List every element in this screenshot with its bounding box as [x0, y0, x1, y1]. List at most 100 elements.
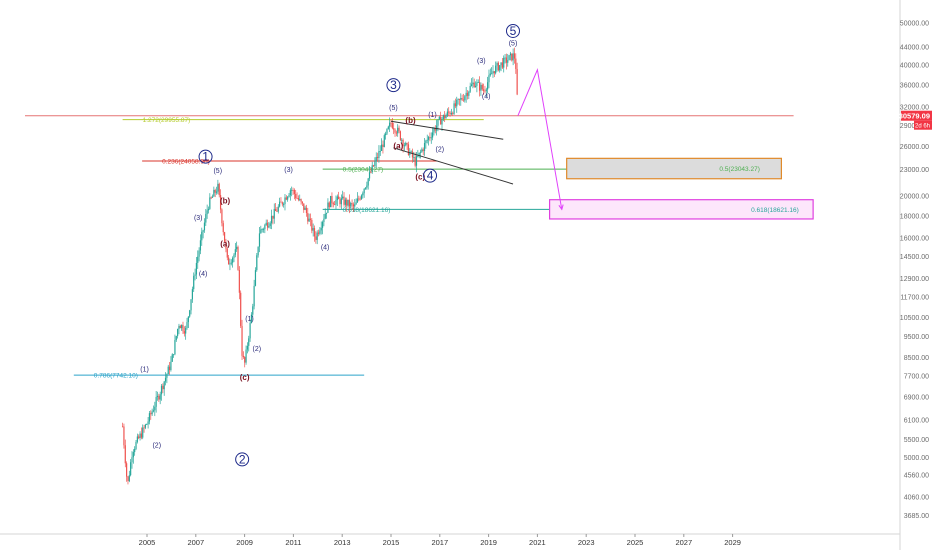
candle-body — [297, 198, 300, 200]
candle-body — [433, 128, 435, 133]
candle-body — [441, 118, 443, 125]
wave-circle — [235, 452, 250, 467]
candle-body — [304, 207, 306, 210]
candle-body — [395, 132, 397, 134]
candle-body — [225, 241, 227, 249]
candle-body — [181, 324, 183, 329]
candle-body — [387, 126, 389, 129]
candle-body — [445, 115, 447, 119]
candle-body — [185, 327, 187, 334]
candle-body — [399, 131, 401, 140]
wave-label-minor: (1) — [245, 316, 254, 323]
x-tick-label: 2005 — [139, 538, 156, 547]
candle-body — [434, 128, 436, 131]
candle-body — [258, 233, 261, 247]
candle-body — [123, 426, 125, 446]
x-tick-label: 2019 — [480, 538, 497, 547]
candle-body — [237, 246, 239, 270]
wave-label-corrective: (a) — [393, 142, 403, 151]
x-tick-label: 2027 — [675, 538, 692, 547]
candle-body — [348, 199, 350, 207]
candle-body — [488, 75, 490, 83]
candle-body — [300, 199, 302, 202]
candle-body — [194, 274, 196, 276]
wave-label-minor: (4) — [199, 271, 208, 278]
wave-labels: (1) (2) (3) (4) (5) (a) (b) (c) (1) (2) (3) (4) (5) (… — [140, 23, 520, 467]
candle-body — [248, 338, 250, 346]
wave-label-minor: (3) — [194, 215, 203, 222]
candle-body — [148, 413, 151, 422]
candle-body — [378, 151, 380, 158]
candle-body — [206, 210, 208, 215]
candle-body — [371, 165, 373, 173]
wave-label-corrective: (a) — [220, 239, 230, 248]
candle-body — [393, 128, 395, 130]
price-badge-value: 30579.09 — [899, 112, 930, 121]
y-tick-label: 23000.00 — [900, 167, 929, 174]
candle-body — [458, 99, 461, 100]
candle-body — [179, 325, 181, 329]
candle-body — [468, 91, 470, 96]
countdown-badge-value: 2d 6h — [915, 124, 930, 130]
candle-body — [270, 215, 273, 224]
candle-body — [511, 53, 513, 61]
candle-body — [269, 223, 271, 226]
candle-body — [485, 89, 487, 92]
candle-body — [182, 324, 184, 332]
candle-body — [346, 199, 348, 206]
candle-body — [303, 203, 305, 210]
candle-body — [379, 150, 381, 152]
candle-body — [374, 161, 376, 167]
candle-body — [160, 385, 163, 395]
candle-body — [507, 60, 509, 63]
candle-body — [457, 99, 459, 100]
candle-body — [257, 246, 259, 256]
candle-body — [367, 178, 369, 186]
candle-body — [448, 111, 450, 113]
candle-body — [316, 232, 318, 240]
candle-body — [134, 448, 136, 453]
candle-body — [354, 204, 356, 207]
y-tick-label: 6900.00 — [904, 394, 929, 401]
candle-body — [409, 152, 411, 156]
candle-body — [366, 185, 368, 188]
candle-body — [363, 188, 365, 194]
candle-body — [284, 197, 286, 205]
x-tick-label: 2007 — [187, 538, 204, 547]
candle-body — [325, 212, 328, 214]
candle-body — [350, 203, 352, 207]
candle-body — [162, 385, 164, 390]
candle-body — [233, 254, 235, 258]
y-tick-label: 36000.00 — [900, 82, 929, 89]
last-price-badge: 30579.09 2d 6h — [899, 110, 932, 130]
time-axis[interactable]: 2005 2007 2009 2011 2013 2015 2017 2019 2021 2023… — [0, 533, 900, 547]
candle-body — [452, 112, 454, 114]
candle-body — [167, 366, 169, 375]
x-tick-label: 2017 — [431, 538, 448, 547]
candle-body — [499, 65, 501, 71]
candle-body — [154, 406, 156, 411]
projection-path — [517, 68, 564, 211]
y-tick-label: 9500.00 — [904, 334, 929, 341]
candle-body — [174, 340, 176, 355]
candle-body — [460, 98, 462, 100]
candle-body — [423, 143, 426, 151]
candle-body — [342, 196, 344, 199]
candle-body — [476, 82, 478, 86]
candle-body — [340, 198, 342, 205]
trend-line — [390, 120, 504, 140]
candle-body — [203, 222, 206, 231]
candle-body — [319, 230, 321, 234]
y-tick-label: 40000.00 — [900, 62, 929, 69]
candle-body — [516, 68, 518, 95]
candle-body — [500, 62, 502, 66]
candle-body — [272, 215, 274, 219]
candle-body — [495, 65, 497, 74]
candle-body — [265, 222, 267, 226]
fib-level-label: 1.272(29955.87) — [143, 117, 191, 124]
candle-body — [465, 92, 467, 97]
price-axis[interactable]: 50000.00 44000.00 40000.00 36000.00 32000.00… — [899, 0, 932, 550]
y-tick-label: 18000.00 — [900, 213, 929, 220]
candle-body — [211, 196, 214, 198]
